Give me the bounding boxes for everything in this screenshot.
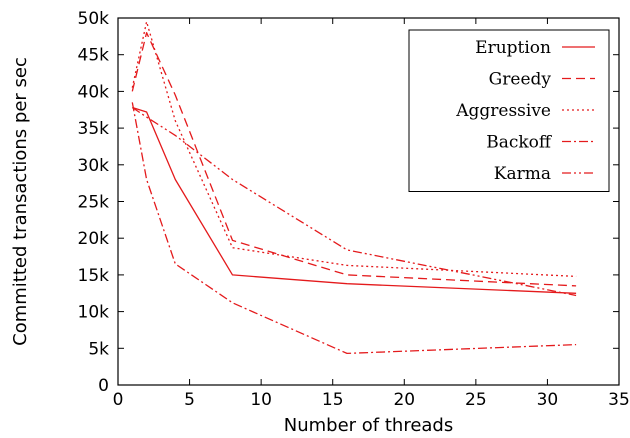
- x-tick-label: 20: [393, 390, 415, 410]
- y-tick-label: 10k: [78, 303, 110, 323]
- axis-ticks: 0 5 10 15 20 25 30 35 0 5k 10k 15k 20k 25k 30k 35k 40k 45…: [78, 9, 630, 410]
- x-tick-label: 25: [465, 390, 487, 410]
- y-axis-label: Committed transactions per sec: [10, 57, 31, 346]
- y-tick-label: 30k: [78, 156, 110, 176]
- y-tick-label: 5k: [88, 339, 109, 359]
- legend-label: Eruption: [475, 38, 551, 58]
- series-line-greedy: [131, 32, 577, 287]
- series-line-eruption: [132, 106, 577, 294]
- y-tick-label: 35k: [78, 119, 110, 139]
- x-tick-label: 15: [322, 390, 344, 410]
- x-tick-label: 30: [537, 390, 559, 410]
- legend-label: Greedy: [489, 70, 552, 90]
- y-tick-label: 20k: [78, 229, 110, 249]
- series-line-aggressive: [131, 21, 577, 278]
- legend: Eruption Greedy Aggressive Backoff Karma: [408, 29, 610, 192]
- x-tick-label: 35: [608, 390, 630, 410]
- x-tick-label: 5: [184, 390, 195, 410]
- legend-label: Karma: [494, 164, 551, 184]
- x-axis-label: Number of threads: [284, 415, 453, 436]
- y-tick-label: 40k: [78, 82, 110, 102]
- data-series: [131, 21, 577, 355]
- y-tick-label: 50k: [78, 9, 110, 29]
- x-tick-label: 0: [113, 390, 124, 410]
- y-tick-label: 0: [98, 376, 109, 396]
- legend-label: Aggressive: [455, 101, 551, 121]
- y-tick-label: 15k: [78, 266, 110, 286]
- legend-label: Backoff: [486, 133, 553, 153]
- legend-box: [408, 29, 610, 192]
- x-tick-label: 10: [250, 390, 272, 410]
- y-tick-label: 45k: [78, 46, 110, 66]
- y-tick-label: 25k: [78, 193, 110, 213]
